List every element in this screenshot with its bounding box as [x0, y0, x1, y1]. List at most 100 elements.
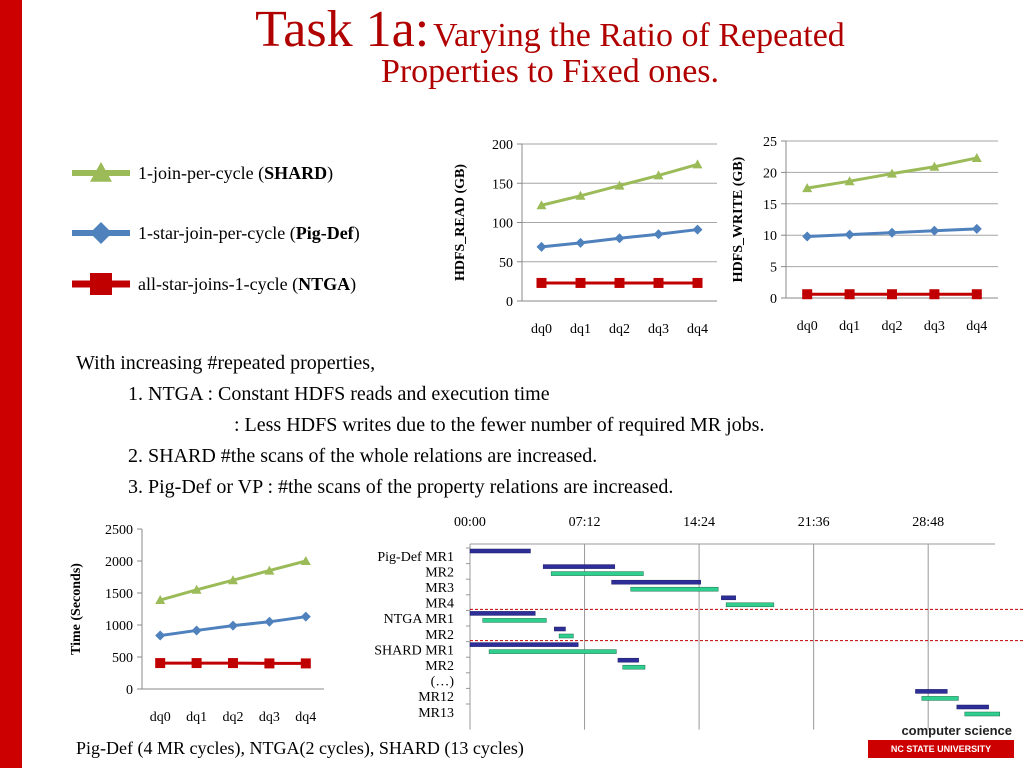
data-point	[575, 277, 586, 288]
reduce-bar	[550, 571, 644, 576]
time-tick-label: 21:36	[798, 515, 830, 530]
map-bar	[554, 626, 566, 632]
x-tick-label: dq1	[839, 319, 860, 334]
left-accent-bar	[0, 0, 22, 768]
y-tick-label: 15	[763, 198, 777, 213]
y-tick-label: 10	[763, 229, 777, 244]
hdfs-read-chart: 0 50 100 150 200 dq0 dq1 dq2 dq3 dq4 HDFS_READ (GB…	[453, 138, 717, 337]
data-point	[228, 620, 238, 631]
x-tick-label: dq2	[882, 319, 903, 334]
diamond-marker-icon	[72, 222, 130, 244]
data-point	[971, 152, 982, 162]
x-tick-label: dq1	[570, 322, 591, 337]
reduce-bar	[558, 633, 574, 639]
map-bar	[915, 689, 948, 694]
legend-label: 1-join-per-cycle (SHARD)	[138, 163, 333, 184]
y-tick-label: 0	[770, 292, 777, 307]
legend-label-suffix: )	[327, 162, 334, 183]
legend-label-prefix: 1-star-join-per-cycle (	[138, 222, 296, 243]
legend-label-prefix: all-star-joins-1-cycle (	[138, 273, 299, 294]
row-label: SHARD MR1	[374, 643, 454, 658]
note-ntga-writes: : Less HDFS writes due to the fewer numb…	[234, 414, 765, 436]
data-point	[614, 277, 625, 288]
time-tick-label: 07:12	[569, 515, 601, 530]
data-point	[575, 190, 586, 200]
data-point	[971, 289, 982, 300]
data-point	[264, 616, 275, 627]
data-point	[614, 180, 625, 190]
title-sub: Varying the Ratio of Repeated	[433, 17, 845, 54]
data-point	[844, 176, 855, 186]
legend-item: all-star-joins-1-cycle (NTGA)	[68, 269, 356, 299]
time-chart: 0 500 1000 1500 2000 2500 dq0 dq1 dq2 dq3 dq4 Time …	[69, 523, 324, 725]
data-point	[887, 289, 897, 300]
data-point	[653, 229, 664, 240]
reduce-bar	[725, 602, 775, 608]
reduce-bar	[921, 696, 959, 701]
data-point	[300, 658, 311, 669]
x-tick-label: dq3	[259, 710, 280, 725]
data-point	[929, 289, 940, 300]
data-point	[887, 168, 897, 178]
data-point	[536, 241, 547, 252]
data-point	[802, 183, 813, 193]
computer-science-text: computer science	[901, 723, 1012, 738]
time-tick-label: 28:48	[912, 515, 944, 530]
notes: With increasing #repeated properties, 1.…	[76, 348, 764, 503]
note-pigdef: 3. Pig-Def or VP : #the scans of the pro…	[128, 476, 674, 498]
reduce-bar	[622, 664, 646, 670]
x-tick-label: dq3	[648, 322, 669, 337]
ncsu-logo: NC STATE UNIVERSITY	[868, 740, 1014, 758]
x-tick-label: dq0	[531, 322, 552, 337]
legend-marker	[90, 162, 112, 182]
footer-text: Pig-Def (4 MR cycles), NTGA(2 cycles), S…	[76, 738, 524, 758]
data-point	[228, 658, 238, 669]
x-tick-label: dq4	[966, 319, 987, 334]
data-point	[300, 611, 311, 622]
data-point	[191, 584, 202, 594]
slide-title: Task 1a: Varying the Ratio of Repeated P…	[120, 0, 980, 91]
x-tick-label: dq0	[797, 319, 818, 334]
y-tick-label: 50	[499, 256, 513, 271]
legend-marker	[90, 273, 112, 295]
data-point	[191, 625, 202, 636]
data-point	[191, 658, 202, 669]
data-point	[929, 225, 940, 236]
y-tick-label: 1000	[105, 619, 133, 634]
y-tick-label: 1500	[105, 587, 133, 602]
title-line2: Properties to Fixed ones.	[380, 53, 720, 90]
map-bar	[469, 642, 579, 647]
row-label: MR2	[425, 565, 454, 580]
legend-label-suffix: )	[350, 273, 357, 294]
x-tick-label: dq2	[609, 322, 630, 337]
data-point	[536, 277, 547, 288]
data-point	[692, 277, 703, 288]
note-shard: 2. SHARD #the scans of the whole relatio…	[128, 445, 598, 467]
y-tick-label: 100	[492, 217, 513, 232]
legend-label-method: Pig-Def	[295, 222, 354, 243]
data-point	[692, 159, 703, 169]
y-tick-label: 2000	[105, 555, 133, 570]
x-tick-label: dq4	[687, 322, 708, 337]
map-bar	[617, 657, 639, 663]
row-label: MR2	[425, 659, 454, 674]
data-point	[802, 231, 813, 242]
map-bar	[542, 564, 616, 569]
row-label: (…)	[431, 675, 455, 690]
data-point	[536, 200, 547, 210]
data-point	[264, 658, 275, 669]
y-tick-label: 150	[492, 177, 513, 192]
legend-item: 1-join-per-cycle (SHARD)	[68, 158, 333, 188]
y-tick-label: 0	[126, 683, 133, 698]
y-tick-label: 2500	[105, 523, 133, 538]
x-tick-label: dq3	[924, 319, 945, 334]
y-tick-label: 25	[763, 135, 777, 150]
data-point	[653, 170, 664, 180]
data-point	[155, 595, 166, 605]
row-label: MR13	[418, 706, 454, 721]
legend-marker	[90, 222, 112, 244]
row-label: MR4	[425, 597, 454, 612]
row-label: NTGA MR1	[384, 612, 454, 627]
legend-label-method: NTGA	[298, 273, 351, 294]
